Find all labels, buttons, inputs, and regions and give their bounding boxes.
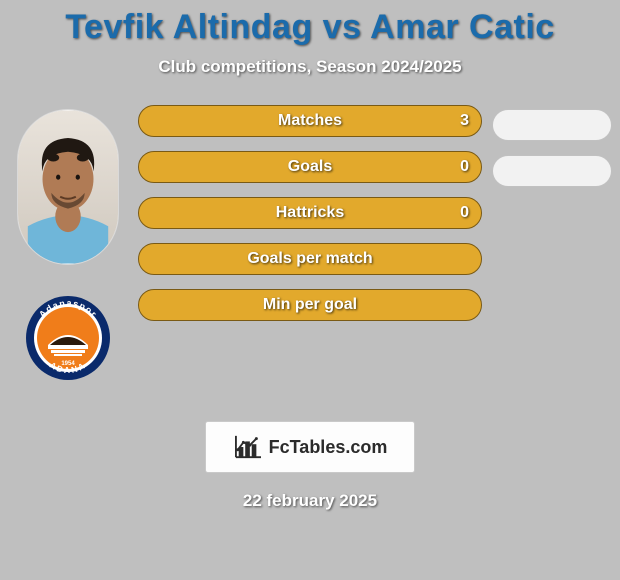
player-photo-svg [18,110,118,264]
stat-bar-hattricks: Hattricks 0 [138,197,482,229]
left-column: Adanaspor 1954 ADANA [8,105,128,381]
stat-value-left: 3 [460,112,469,130]
right-column [492,105,612,381]
club-badge-svg: Adanaspor 1954 ADANA [18,295,118,381]
main-row: Adanaspor 1954 ADANA Matches3Goals0Hattr… [0,105,620,381]
stat-bar-goals-per-match: Goals per match [138,243,482,275]
page-title: Tevfik Altindag vs Amar Catic [0,8,620,47]
stat-label: Matches [278,112,342,130]
stat-label: Min per goal [263,296,357,314]
footer: FcTables.com [0,421,620,473]
player-avatar [17,109,119,265]
stat-bar-goals: Goals 0 [138,151,482,183]
right-pill [492,109,612,141]
bars-column: Matches 3 Goals 0 Hattricks 0 Goals per match M… [128,105,492,381]
logo-text: FcTables.com [269,437,388,458]
club-badge: Adanaspor 1954 ADANA [18,295,118,381]
stat-bar-matches: Matches 3 [138,105,482,137]
stat-label: Goals per match [247,250,372,268]
subtitle: Club competitions, Season 2024/2025 [0,57,620,77]
chart-icon [233,434,263,460]
stat-label: Goals [288,158,332,176]
stat-bar-min-per-goal: Min per goal [138,289,482,321]
right-pill [492,155,612,187]
date-text: 22 february 2025 [0,491,620,511]
stat-label: Hattricks [276,204,344,222]
fctables-logo[interactable]: FcTables.com [205,421,415,473]
stat-value-left: 0 [460,204,469,222]
stat-value-left: 0 [460,158,469,176]
